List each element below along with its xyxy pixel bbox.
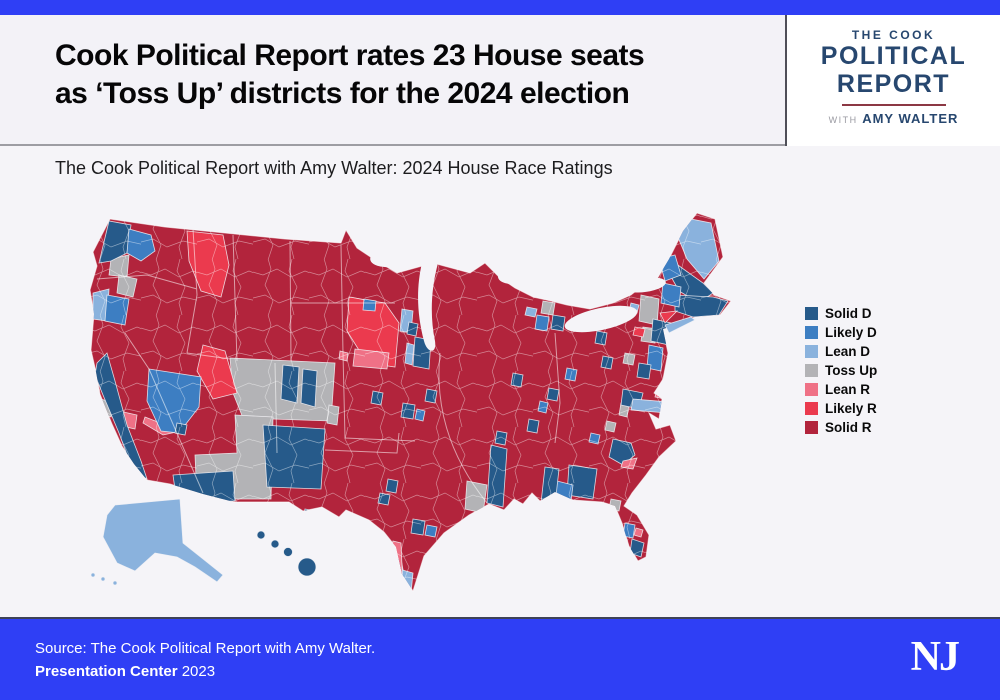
lake-huron [497, 253, 565, 285]
source-line-2: Presentation Center 2023 [35, 660, 375, 683]
logo-tagline: WITH AMY WALTER [829, 111, 959, 126]
legend-swatch-solid_r [805, 421, 818, 434]
legend-label-likely_r: Likely R [825, 401, 877, 416]
title-line-2: as ‘Toss Up’ districts for the 2024 elec… [55, 77, 630, 110]
legend-item-lean_d: Lean D [805, 342, 877, 361]
legend-label-lean_r: Lean R [825, 382, 871, 397]
source-year: 2023 [181, 663, 216, 680]
legend-item-solid_d: Solid D [805, 304, 877, 323]
legend-item-likely_r: Likely R [805, 399, 877, 418]
cook-political-report-logo: THE COOK POLITICAL REPORT WITH AMY WALTE… [787, 15, 1000, 146]
great-lakes [370, 230, 666, 351]
district-patch-lean_d [100, 576, 106, 582]
us-map-svg [89, 212, 732, 593]
legend-swatch-solid_d [805, 307, 818, 320]
legend-label-likely_d: Likely D [825, 325, 877, 340]
legend-label-lean_d: Lean D [825, 344, 871, 359]
district-patch-likely_r [506, 508, 522, 522]
district-patch-lean_d [90, 572, 96, 578]
legend-swatch-lean_r [805, 383, 818, 396]
lake-michigan [418, 257, 438, 351]
chart-subtitle: The Cook Political Report with Amy Walte… [55, 158, 613, 178]
lake-superior [370, 230, 460, 268]
logo-red-rule [841, 104, 946, 106]
footer: Source: The Cook Political Report with A… [0, 617, 1000, 700]
district-patch-solid_d [270, 539, 280, 549]
logo-report: REPORT [836, 70, 951, 98]
logo-the-cook: THE COOK [851, 28, 936, 42]
header: Cook Political Report rates 23 House sea… [0, 15, 1000, 146]
logo-tagline-amy-walter: AMY WALTER [862, 111, 959, 126]
legend-item-likely_d: Likely D [805, 323, 877, 342]
lake-erie [564, 305, 638, 333]
legend-swatch-likely_d [805, 326, 818, 339]
us-house-ratings-map [85, 203, 745, 615]
header-vertical-divider [785, 15, 787, 146]
legend-item-solid_r: Solid R [805, 418, 877, 437]
district-patch-solid_d [256, 530, 266, 540]
district-patch-solid_d [297, 557, 317, 577]
lake-ontario [624, 277, 666, 293]
logo-political: POLITICAL [820, 42, 967, 70]
legend-item-toss_up: Toss Up [805, 361, 877, 380]
legend-label-solid_r: Solid R [825, 420, 872, 435]
logo-tagline-with: WITH [828, 115, 858, 125]
alaska-hawaii-longisland [90, 316, 696, 586]
title-line-1: Cook Political Report rates 23 House sea… [55, 39, 645, 72]
page-title: Cook Political Report rates 23 House sea… [55, 37, 755, 113]
legend-label-toss_up: Toss Up [825, 363, 878, 378]
district-patch-lean_d [112, 580, 118, 586]
top-accent-bar [0, 0, 1000, 15]
legend-swatch-lean_d [805, 345, 818, 358]
source-credit: Source: The Cook Political Report with A… [35, 637, 375, 683]
legend-item-lean_r: Lean R [805, 380, 877, 399]
ratings-legend: Solid D Likely D Lean D Toss Up Lean R Likely… [805, 304, 877, 437]
legend-label-solid_d: Solid D [825, 306, 872, 321]
state-borders [96, 228, 561, 504]
district-patch-solid_d [494, 512, 508, 526]
source-line-1: Source: The Cook Political Report with A… [35, 640, 376, 657]
presentation-center-label: Presentation Center [35, 663, 178, 680]
district-patch-solid_d [283, 547, 293, 557]
legend-swatch-likely_r [805, 402, 818, 415]
district-patch-lean_d [102, 498, 224, 583]
national-journal-logo: NJ [910, 634, 960, 680]
legend-swatch-toss_up [805, 364, 818, 377]
district-patch-lean_d [664, 316, 696, 334]
